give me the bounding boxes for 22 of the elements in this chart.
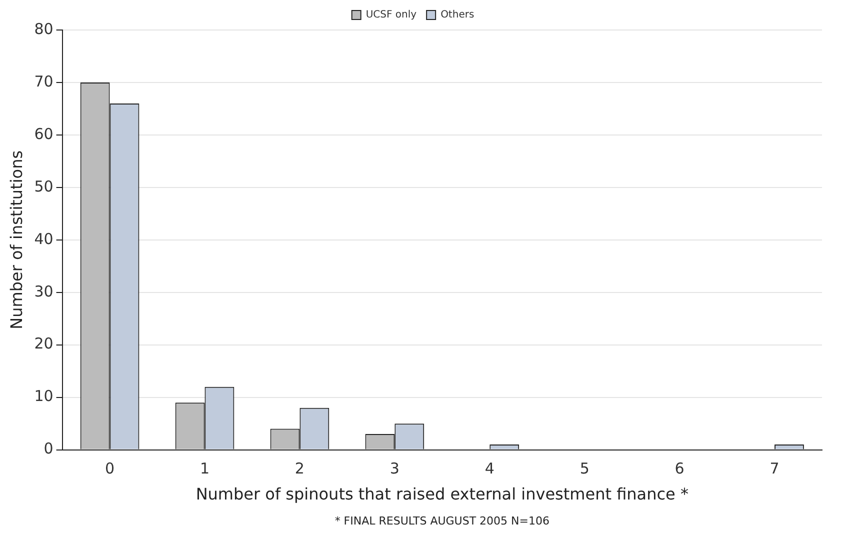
text: * FINAL RESULTS AUGUST 2005 N=106	[334, 514, 550, 528]
y-tick-label: 70	[34, 72, 54, 90]
y-axis-title: Number of institutions	[6, 150, 26, 330]
x-tick-label: 0	[104, 460, 115, 478]
x-tick-label: 5	[580, 460, 590, 478]
y-tick-label: 30	[34, 282, 54, 300]
y-tick-label: 50	[34, 177, 54, 196]
x-tick-label: 1	[200, 460, 210, 478]
x-tick-label: 4	[484, 460, 494, 478]
x-tick-label: 3	[390, 460, 400, 478]
y-tick-label: 20	[34, 334, 54, 353]
y-tick-label: 40	[34, 230, 54, 248]
y-tick-label: 60	[34, 124, 54, 143]
x-tick-label: 2	[294, 460, 304, 478]
y-tick-label: 80	[34, 20, 54, 38]
y-tick-label: 0	[44, 440, 54, 458]
x-tick-label: 6	[674, 460, 684, 478]
x-tick-label: 7	[770, 460, 780, 478]
y-tick-label: 10	[34, 387, 54, 406]
legend-label: UCSF only	[366, 10, 417, 21]
x-axis-title: Number of spinouts that raised external investment finance *	[196, 484, 688, 504]
legend-label: Others	[440, 10, 474, 21]
